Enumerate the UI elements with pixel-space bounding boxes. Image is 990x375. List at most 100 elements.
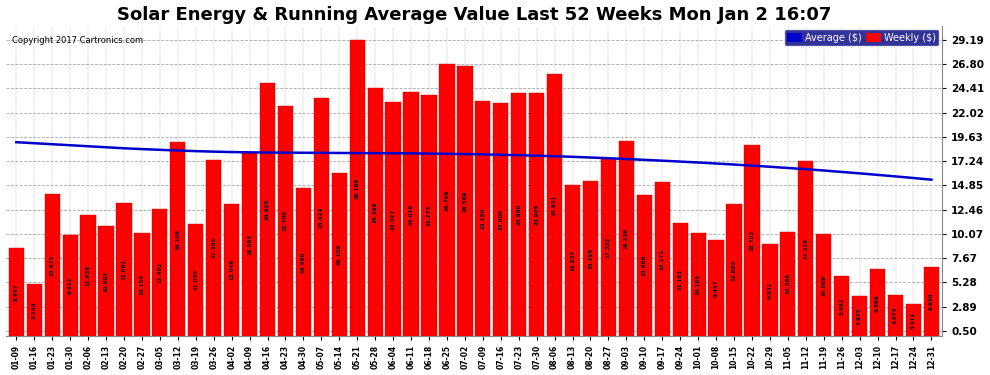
Text: 6.569: 6.569 xyxy=(875,294,880,312)
Bar xyxy=(906,304,921,336)
Bar xyxy=(440,64,454,336)
Bar xyxy=(619,141,634,336)
Bar xyxy=(852,296,867,336)
Bar xyxy=(690,232,706,336)
Bar xyxy=(924,267,940,336)
Text: Copyright 2017 Cartronics.com: Copyright 2017 Cartronics.com xyxy=(12,36,143,45)
Bar xyxy=(367,88,383,336)
Text: 23.985: 23.985 xyxy=(535,204,540,225)
Text: 13.973: 13.973 xyxy=(50,255,54,276)
Text: 18.792: 18.792 xyxy=(749,230,754,251)
Text: 5.961: 5.961 xyxy=(840,297,844,315)
Text: 15.295: 15.295 xyxy=(588,248,593,269)
Bar xyxy=(242,153,257,336)
Bar xyxy=(314,98,329,336)
Text: 10.185: 10.185 xyxy=(696,274,701,295)
Bar xyxy=(798,161,814,336)
Bar xyxy=(493,103,509,336)
Text: 6.830: 6.830 xyxy=(929,292,934,310)
Bar xyxy=(834,276,849,336)
Bar xyxy=(135,233,149,336)
Bar xyxy=(529,93,545,336)
Text: 19.236: 19.236 xyxy=(624,228,629,249)
Bar xyxy=(744,146,759,336)
Bar xyxy=(117,203,132,336)
Text: 3.975: 3.975 xyxy=(857,307,862,325)
Text: 24.019: 24.019 xyxy=(409,204,414,225)
Bar xyxy=(511,93,527,336)
Text: 18.065: 18.065 xyxy=(248,234,252,255)
Bar xyxy=(9,248,24,336)
Text: 13.866: 13.866 xyxy=(642,255,646,276)
Bar xyxy=(170,142,185,336)
Text: 26.796: 26.796 xyxy=(445,189,449,211)
Bar xyxy=(296,188,311,336)
Bar xyxy=(888,295,903,336)
Bar xyxy=(385,102,401,336)
Bar xyxy=(565,186,580,336)
Text: 14.837: 14.837 xyxy=(570,250,575,272)
Bar xyxy=(762,244,777,336)
Bar xyxy=(780,232,796,336)
Text: 24.396: 24.396 xyxy=(372,201,377,223)
Text: 11.050: 11.050 xyxy=(193,270,198,291)
Text: 25.831: 25.831 xyxy=(552,194,557,216)
Text: 4.074: 4.074 xyxy=(893,307,898,324)
Text: 14.590: 14.590 xyxy=(301,251,306,273)
Bar xyxy=(224,204,240,336)
Bar xyxy=(349,40,365,336)
Bar xyxy=(475,101,490,336)
Text: 13.081: 13.081 xyxy=(122,259,127,280)
Text: 22.700: 22.700 xyxy=(283,210,288,231)
Bar xyxy=(637,195,652,336)
Bar xyxy=(709,240,724,336)
Bar xyxy=(816,234,832,336)
Text: 23.027: 23.027 xyxy=(391,209,396,230)
Bar xyxy=(583,181,598,336)
Text: 9.447: 9.447 xyxy=(714,279,719,297)
Text: 16.108: 16.108 xyxy=(337,244,342,265)
Bar xyxy=(152,209,167,336)
Text: 19.108: 19.108 xyxy=(175,228,180,250)
Bar xyxy=(188,224,203,336)
Bar xyxy=(206,159,222,336)
Text: 9.912: 9.912 xyxy=(67,277,72,294)
Text: 9.031: 9.031 xyxy=(767,282,772,299)
Text: 17.552: 17.552 xyxy=(606,236,611,258)
Text: 12.492: 12.492 xyxy=(157,262,162,283)
Bar xyxy=(332,172,346,336)
Text: 23.000: 23.000 xyxy=(498,209,503,230)
Text: 10.268: 10.268 xyxy=(785,273,790,294)
Text: 23.773: 23.773 xyxy=(427,205,432,226)
Text: 11.938: 11.938 xyxy=(85,265,91,286)
Bar xyxy=(62,236,78,336)
Bar xyxy=(45,194,59,336)
Text: 11.163: 11.163 xyxy=(678,269,683,290)
Text: 17.393: 17.393 xyxy=(211,237,216,258)
Legend: Average ($), Weekly ($): Average ($), Weekly ($) xyxy=(784,29,940,46)
Title: Solar Energy & Running Average Value Last 52 Weeks Mon Jan 2 16:07: Solar Energy & Running Average Value Las… xyxy=(117,6,831,24)
Bar xyxy=(601,158,616,336)
Text: 26.569: 26.569 xyxy=(462,190,467,212)
Text: 8.647: 8.647 xyxy=(14,284,19,301)
Text: 10.803: 10.803 xyxy=(104,271,109,292)
Text: 13.049: 13.049 xyxy=(229,259,234,280)
Bar xyxy=(672,223,688,336)
Bar xyxy=(727,204,742,336)
Bar xyxy=(547,74,562,336)
Bar xyxy=(278,106,293,336)
Bar xyxy=(27,284,42,336)
Text: 17.226: 17.226 xyxy=(803,238,808,259)
Text: 10.069: 10.069 xyxy=(822,274,827,296)
Bar xyxy=(870,269,885,336)
Text: 23.150: 23.150 xyxy=(480,208,485,229)
Text: 23.424: 23.424 xyxy=(319,207,324,228)
Bar xyxy=(98,226,114,336)
Bar xyxy=(422,95,437,336)
Bar xyxy=(654,182,670,336)
Bar xyxy=(404,92,419,336)
Text: 5.145: 5.145 xyxy=(32,301,37,319)
Bar xyxy=(260,83,275,336)
Text: 23.980: 23.980 xyxy=(516,204,521,225)
Text: 10.154: 10.154 xyxy=(140,274,145,295)
